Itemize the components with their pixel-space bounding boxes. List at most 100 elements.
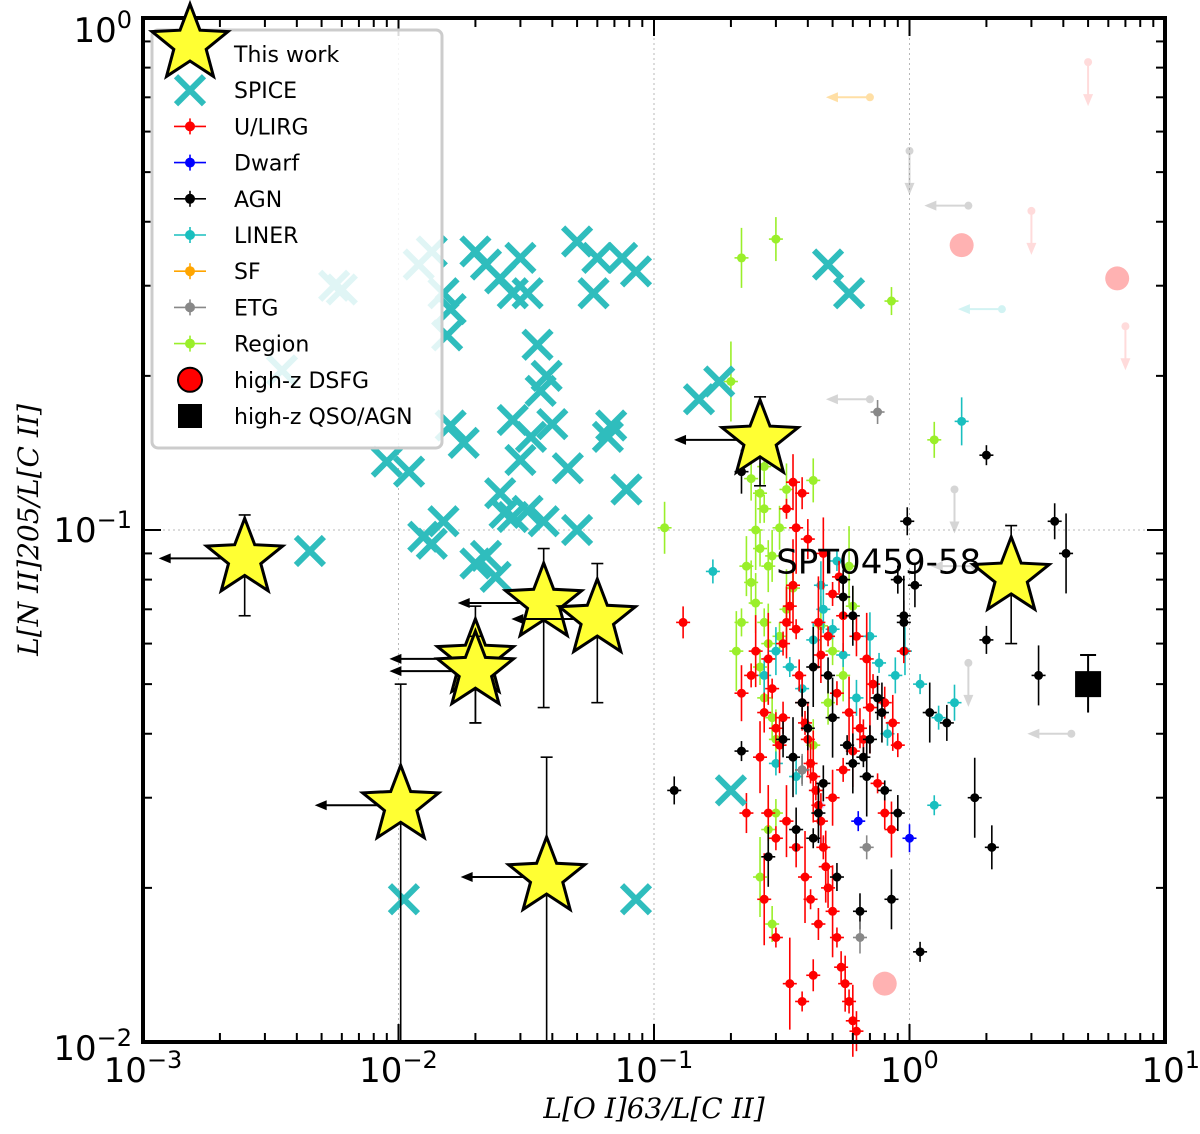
faint-limit-dot bbox=[1027, 206, 1036, 215]
data-dot bbox=[915, 679, 925, 689]
point-agn bbox=[786, 717, 801, 798]
point-high-z-qso bbox=[1075, 653, 1102, 713]
point-liner bbox=[872, 652, 887, 673]
data-dot bbox=[736, 746, 746, 756]
spice-cross bbox=[536, 407, 569, 441]
spice-cross bbox=[504, 443, 537, 477]
dsfg-circle bbox=[872, 971, 897, 996]
arrow-head bbox=[389, 653, 402, 664]
data-dot bbox=[851, 1026, 861, 1036]
x-axis-title: L[O I]63/L[C II] bbox=[542, 1092, 764, 1125]
data-dot bbox=[882, 729, 892, 739]
data-dot bbox=[855, 906, 865, 916]
point-u-lirg bbox=[734, 665, 749, 722]
data-dot bbox=[877, 708, 887, 718]
point-u-lirg bbox=[849, 616, 864, 657]
legend-box bbox=[150, 28, 444, 450]
data-dot bbox=[828, 624, 838, 634]
data-dot bbox=[910, 580, 920, 590]
faint-upper-limit bbox=[1120, 322, 1131, 371]
data-dot bbox=[853, 816, 863, 826]
legend-cross-icon bbox=[173, 74, 207, 107]
point-u-lirg bbox=[748, 615, 763, 688]
point-region bbox=[765, 695, 780, 740]
point-region bbox=[842, 526, 857, 607]
legend-entry: SF bbox=[174, 260, 261, 285]
legend-star-icon bbox=[148, 0, 232, 80]
point-agn bbox=[811, 783, 826, 844]
legend-entry: SPICE bbox=[173, 74, 297, 107]
point-u-lirg bbox=[768, 712, 783, 745]
data-dot bbox=[844, 561, 854, 571]
data-dot bbox=[771, 808, 781, 818]
faint-upper-limit bbox=[924, 200, 973, 211]
x-tick-label: 10−1 bbox=[615, 1046, 694, 1091]
spice-cross bbox=[619, 883, 653, 916]
legend-label: high-z QSO/AGN bbox=[234, 405, 413, 430]
data-dot bbox=[808, 833, 818, 843]
data-dot bbox=[832, 932, 842, 942]
spice-cross bbox=[714, 774, 748, 807]
y-tick-label: 10−1 bbox=[53, 506, 132, 551]
point-region bbox=[739, 536, 754, 597]
point-agn bbox=[825, 677, 840, 758]
point-liner bbox=[954, 397, 969, 446]
data-dot bbox=[886, 825, 896, 835]
data-dot bbox=[763, 654, 773, 664]
data-dot bbox=[862, 654, 872, 664]
faint-limit-arrow bbox=[930, 561, 975, 572]
point-agn bbox=[900, 507, 915, 536]
point-region bbox=[765, 529, 780, 582]
legend-entry: Region bbox=[174, 333, 309, 358]
data-dot bbox=[755, 488, 765, 498]
spice-cross bbox=[293, 534, 327, 568]
data-dot bbox=[888, 718, 898, 728]
data-dot bbox=[942, 718, 952, 728]
spice-cross bbox=[703, 365, 736, 398]
spice-cross bbox=[392, 455, 426, 488]
data-dot bbox=[791, 523, 801, 533]
legend-label: high-z DSFG bbox=[234, 369, 369, 394]
data-dot bbox=[905, 833, 914, 843]
point-agn bbox=[1047, 503, 1062, 540]
data-dot bbox=[813, 617, 823, 627]
legend-dot-icon bbox=[185, 302, 195, 313]
point-u-lirg bbox=[744, 663, 759, 688]
point-u-lirg bbox=[811, 576, 826, 669]
data-dot bbox=[813, 808, 823, 818]
data-dot bbox=[823, 631, 833, 641]
data-dot bbox=[778, 734, 788, 744]
data-dot bbox=[893, 575, 903, 585]
x-tick-label: 101 bbox=[1141, 1046, 1200, 1091]
data-dot bbox=[771, 833, 781, 843]
point-this-work bbox=[969, 524, 1054, 645]
point-etg bbox=[795, 753, 810, 786]
data-dot bbox=[848, 1016, 858, 1026]
point-region bbox=[734, 227, 749, 288]
data-dot bbox=[803, 723, 813, 733]
point-u-lirg bbox=[789, 481, 804, 574]
data-dot bbox=[781, 617, 791, 627]
data-dot bbox=[842, 740, 852, 750]
data-dot bbox=[806, 894, 816, 904]
point-u-lirg bbox=[779, 498, 794, 519]
arrow-head bbox=[825, 92, 838, 103]
spice-cross bbox=[610, 473, 643, 506]
faint-limit-arrow bbox=[904, 150, 915, 195]
data-dot bbox=[759, 894, 769, 904]
data-dot bbox=[746, 474, 756, 484]
point-u-lirg bbox=[806, 730, 821, 823]
data-dot bbox=[880, 785, 890, 795]
data-dot bbox=[708, 566, 718, 576]
point-u-lirg bbox=[753, 721, 768, 794]
data-dot bbox=[746, 577, 756, 587]
faint-upper-limit bbox=[963, 658, 974, 707]
spice-cross bbox=[832, 277, 866, 310]
data-dot bbox=[818, 778, 828, 788]
point-agn bbox=[877, 780, 892, 801]
legend-entry: LINER bbox=[174, 224, 298, 249]
point-liner bbox=[768, 751, 783, 776]
data-dot bbox=[785, 662, 795, 672]
spice-cross bbox=[496, 277, 529, 310]
point-etg bbox=[859, 835, 874, 860]
